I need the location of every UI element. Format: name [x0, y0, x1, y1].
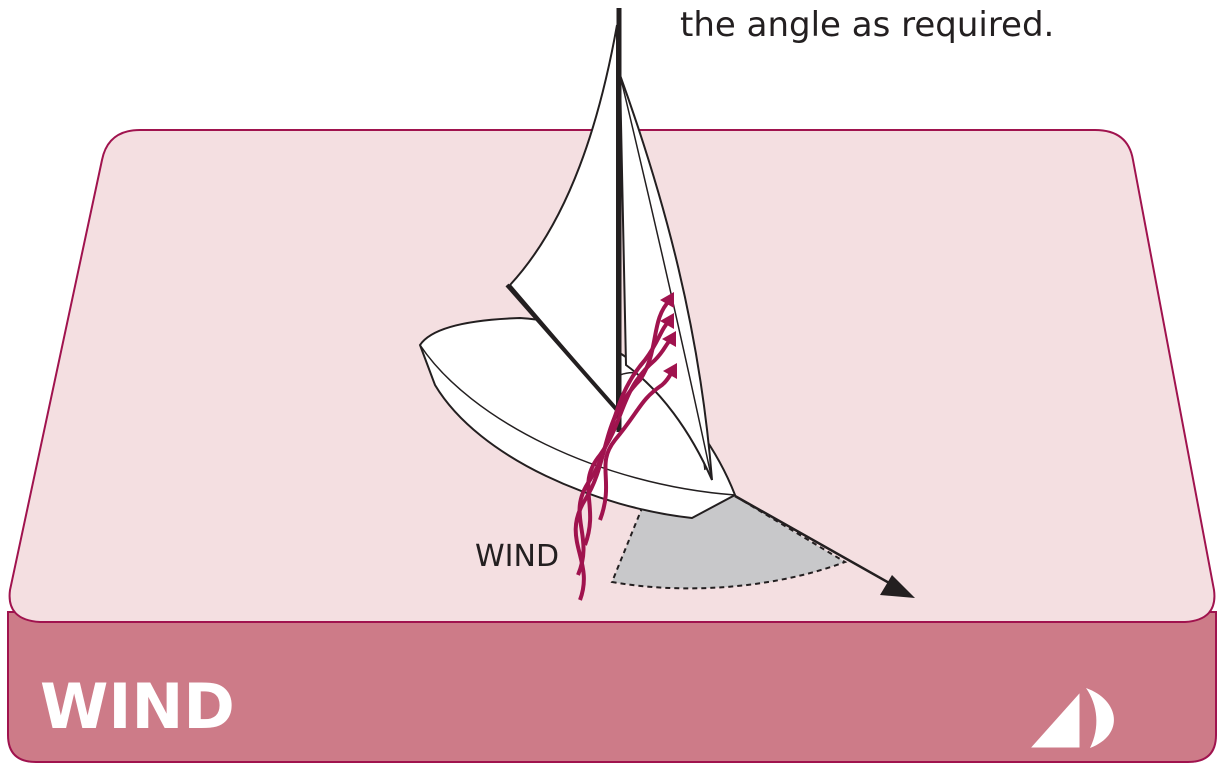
caption: the angle as required.	[680, 5, 1054, 45]
wind-label: WIND	[475, 539, 559, 574]
panel-title: WIND	[40, 670, 235, 743]
diagram: the angle as required. WIND WIND	[0, 0, 1218, 767]
